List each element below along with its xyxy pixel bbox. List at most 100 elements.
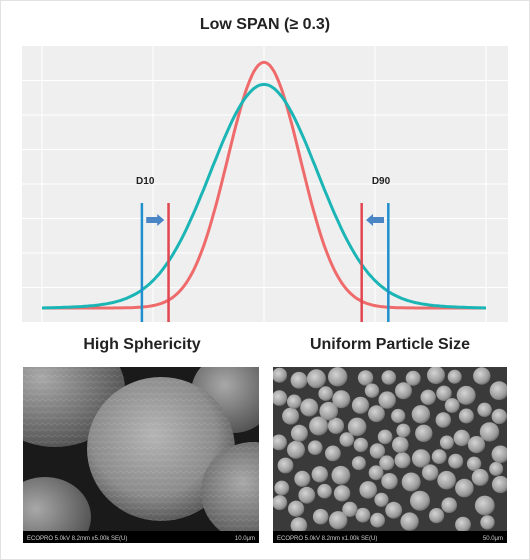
particle <box>491 475 507 494</box>
particle <box>455 516 471 533</box>
particle <box>405 370 421 386</box>
particle <box>456 385 476 405</box>
particle-field <box>273 367 507 534</box>
particle <box>381 473 398 490</box>
particle <box>277 457 294 474</box>
particle <box>342 501 358 517</box>
particle <box>331 465 351 485</box>
particle <box>411 405 431 424</box>
particle <box>436 385 452 401</box>
particle <box>317 483 332 499</box>
particle <box>467 436 486 454</box>
particle <box>396 423 411 438</box>
particle <box>420 389 436 405</box>
sem-info-right: ECOPRO 5.0kV 8.2mm x1.00k SE(U) <box>277 536 377 542</box>
particle <box>300 398 319 417</box>
particle <box>282 407 300 425</box>
particle <box>369 443 386 459</box>
particle <box>385 501 403 519</box>
particle <box>458 408 474 424</box>
sem-image-particle-size: ECOPRO 5.0kV 8.2mm x1.00k SE(U) 50.0μm <box>273 367 507 543</box>
particle <box>357 370 374 386</box>
sem-image-sphericity: ECOPRO 5.0kV 8.2mm x5.00k SE(U) 10.0μm <box>23 367 259 543</box>
particle <box>453 429 470 447</box>
particle <box>288 500 305 517</box>
chart-title: Low SPAN (≥ 0.3) <box>199 16 331 33</box>
sem-scale-right: 50.0μm <box>483 536 503 542</box>
particle <box>395 382 412 400</box>
particle <box>415 424 433 442</box>
particle <box>474 495 495 516</box>
percentile-markers: D10 D90 <box>136 176 391 322</box>
particle <box>347 417 367 437</box>
particle <box>471 468 489 486</box>
particle <box>473 367 491 385</box>
particle <box>339 432 355 447</box>
particle <box>368 465 384 481</box>
particle <box>351 456 366 471</box>
particle <box>379 455 395 471</box>
particle <box>427 367 445 385</box>
particle <box>307 440 323 455</box>
particle <box>370 512 385 528</box>
particle <box>319 401 338 421</box>
particle <box>466 456 482 471</box>
distribution-curve-red <box>42 60 486 310</box>
particle <box>328 367 348 387</box>
particle <box>306 369 326 389</box>
particle <box>273 434 287 451</box>
particle <box>437 470 456 490</box>
particle <box>318 386 333 401</box>
particle <box>333 485 351 502</box>
particle <box>444 398 460 413</box>
particle <box>309 416 329 436</box>
particle <box>353 437 369 453</box>
caption-high-sphericity: High Sphericity <box>83 336 201 353</box>
particle <box>491 445 507 464</box>
particle <box>480 515 495 530</box>
particle <box>355 507 371 523</box>
particle <box>477 402 492 417</box>
particle <box>294 470 311 487</box>
particle <box>298 486 316 504</box>
particle <box>359 481 377 499</box>
particle <box>312 508 329 525</box>
particle <box>325 445 341 462</box>
particle <box>491 408 507 425</box>
particle <box>401 472 421 492</box>
particle <box>392 436 409 454</box>
particle <box>400 512 419 531</box>
particle <box>290 424 308 442</box>
sem-info-left: ECOPRO 5.0kV 8.2mm x5.00k SE(U) <box>27 536 127 542</box>
particle <box>394 452 411 469</box>
particle <box>290 517 308 534</box>
particle <box>332 390 351 409</box>
particle <box>329 511 348 530</box>
particle <box>429 508 445 524</box>
particle <box>368 405 385 423</box>
particle <box>377 429 393 445</box>
particle <box>439 435 454 450</box>
particle <box>311 466 328 483</box>
shift-arrow-icon <box>366 214 384 226</box>
grid-lines <box>22 46 508 322</box>
particle <box>327 417 345 434</box>
sem-scale-left: 10.0μm <box>235 536 255 542</box>
shift-arrow-icon <box>146 214 165 226</box>
caption-uniform-particle-size: Uniform Particle Size <box>309 336 471 353</box>
particle <box>287 440 305 459</box>
particle <box>431 449 447 464</box>
particle <box>351 396 370 414</box>
particle <box>455 478 474 498</box>
particle <box>374 492 389 507</box>
particle <box>364 383 380 398</box>
particle <box>410 490 430 511</box>
particle <box>489 381 507 401</box>
particle <box>378 391 396 409</box>
particle <box>441 497 457 513</box>
distribution-curve-teal <box>41 82 487 310</box>
marker-label: D90 <box>372 176 391 187</box>
particle <box>447 369 462 384</box>
particle <box>391 408 406 424</box>
particle <box>489 461 504 476</box>
